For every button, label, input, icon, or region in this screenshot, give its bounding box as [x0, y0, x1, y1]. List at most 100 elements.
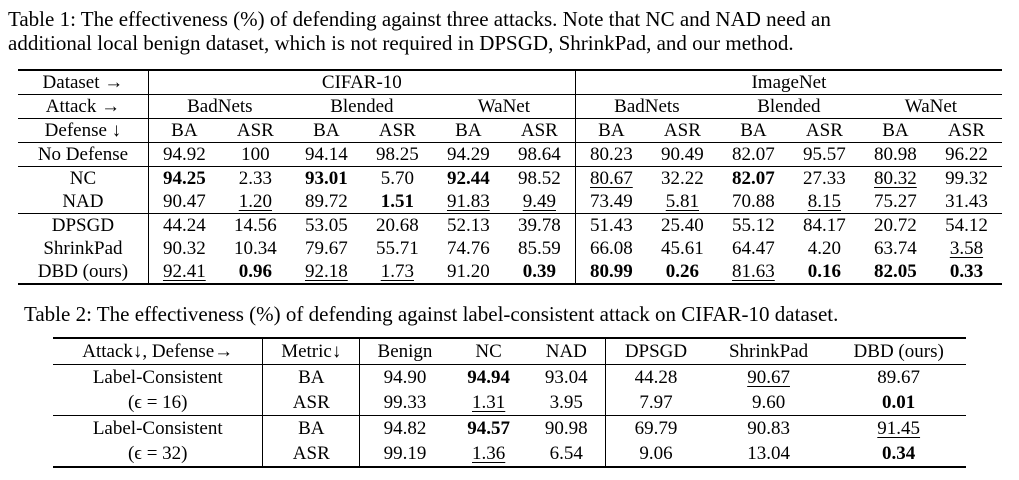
table1-cell-value: 2.33 [238, 168, 272, 189]
table1-cell-value: 94.29 [446, 144, 490, 165]
table1-cell: 45.61 [647, 237, 718, 260]
table1-cell-value: 1.51 [380, 191, 414, 212]
table2-header-row: Attack↓, Defense→ Metric↓ Benign NC NAD … [53, 338, 966, 365]
table1-cell: 54.12 [930, 213, 1002, 237]
table2-cell: 1.31 [450, 390, 528, 416]
table1-cell: 80.32 [859, 166, 931, 190]
table1-cell: 91.20 [433, 260, 504, 284]
table1-cell: 90.32 [148, 237, 220, 260]
table1-row: ShrinkPad 90.32 10.34 79.67 55.71 74.76 85.59 6… [18, 237, 1002, 260]
table2-cell: 93.04 [527, 364, 607, 390]
table2-row: Label-Consistent BA 94.90 94.94 93.04 44.28 90… [53, 364, 966, 390]
table1-cell: 82.07 [717, 142, 789, 167]
table1-cell-value: 95.57 [803, 144, 846, 165]
nad-header: NAD [527, 338, 607, 365]
table1-cell: 100 [219, 142, 291, 167]
table2-cell-value: 0.34 [882, 443, 916, 464]
table1-cell-value: 25.40 [661, 215, 704, 236]
table2-cell: 91.45 [831, 415, 966, 441]
dataset-label: Dataset → [18, 70, 149, 95]
table2-cell: 69.79 [605, 415, 706, 441]
table2-row: (ϵ = 32) ASR 99.19 1.36 6.54 9.06 13.04 0.34 [53, 441, 966, 467]
table2-cell-value: 9.60 [751, 392, 786, 413]
table1-caption: Table 1: The effectiveness (%) of defend… [8, 7, 831, 55]
table2-cell: 0.34 [831, 441, 966, 467]
table1-cell: 80.98 [859, 142, 931, 167]
table2-cell-value: 13.04 [747, 443, 790, 464]
table2-cell: 13.04 [706, 441, 832, 467]
table1-cell: 44.24 [148, 213, 220, 237]
defense-name: NAD [18, 190, 149, 214]
table1-cell-value: 75.27 [874, 191, 917, 212]
attack-param: (ϵ = 16) [53, 390, 264, 416]
table2-cell-value: 94.82 [383, 418, 427, 439]
table1-cell-value: 53.05 [304, 215, 348, 236]
table1-cell: 20.72 [859, 213, 931, 237]
table1-cell: 4.20 [789, 237, 860, 260]
table1-caption-line-1: Table 1: The effectiveness (%) of defend… [8, 7, 831, 31]
table1-cell-value: 92.44 [446, 168, 490, 189]
table1-cell-value: 31.43 [945, 191, 988, 212]
table1-cell-value: 100 [241, 144, 270, 165]
table1-cell: 27.33 [788, 166, 860, 190]
table2-cell: 0.01 [831, 390, 966, 416]
table1-cell-value: 20.68 [375, 215, 419, 236]
table2-cell-value: 99.19 [383, 443, 427, 464]
table1-cell: 9.49 [503, 190, 576, 214]
defense-name: NC [18, 166, 149, 190]
table1-attack-row: Attack → BadNets Blended WaNet BadNets B… [18, 94, 1002, 119]
table2-row: (ϵ = 16) ASR 99.33 1.31 3.95 7.97 9.60 0.01 [53, 390, 966, 416]
table1-cell: 90.47 [148, 190, 220, 214]
table2-cell-value: 99.33 [383, 392, 427, 413]
table1-cell-value: 8.15 [807, 191, 842, 212]
table1-caption-line-2: additional local benign dataset, which i… [8, 31, 794, 55]
metric-name: BA [262, 415, 361, 441]
table1-cell: 73.49 [575, 190, 647, 214]
metric-header: ASR [361, 118, 433, 143]
table1-cell-value: 92.18 [304, 261, 348, 282]
table1-cell-value: 90.32 [162, 238, 206, 259]
table1-row: DBD (ours) 92.41 0.96 92.18 1.73 91.20 0.39 80.… [18, 260, 1002, 284]
nc-header: NC [475, 341, 502, 362]
attack-header: BadNets [575, 94, 718, 119]
table1-cell: 98.25 [361, 142, 433, 167]
table2-cell-value: 93.04 [544, 367, 588, 388]
table1-cell-value: 91.83 [446, 191, 490, 212]
table1-cell: 89.72 [291, 190, 362, 214]
table1-cell-value: 52.13 [446, 215, 490, 236]
table1-cell-value: 98.25 [375, 144, 419, 165]
attack-name: Label-Consistent [53, 364, 264, 390]
table2-cell: 94.82 [359, 415, 450, 441]
table2-cell: 94.90 [359, 364, 450, 390]
metric-header: BA [148, 118, 220, 143]
table1-cell-value: 99.32 [945, 168, 988, 189]
table1-cell: 5.70 [361, 166, 433, 190]
table1-cell: 51.43 [575, 213, 647, 237]
table2-cell-value: 1.36 [472, 443, 506, 464]
table1-cell-value: 73.49 [590, 191, 633, 212]
table1-cell-value: 44.24 [162, 215, 206, 236]
table1-cell-value: 70.88 [732, 191, 775, 212]
table1-cell-value: 90.49 [661, 144, 704, 165]
table1-cell-value: 55.71 [375, 238, 419, 259]
table1-cell-value: 63.74 [874, 238, 917, 259]
table2-cell-value: 69.79 [634, 418, 678, 439]
table1-cell-value: 80.23 [590, 144, 633, 165]
table1-cell-value: 1.20 [238, 191, 272, 212]
attack-label: Attack → [18, 94, 149, 119]
table1-cell: 31.43 [931, 190, 1002, 214]
table1-cell: 39.78 [503, 213, 576, 237]
table1-cell: 98.64 [503, 142, 576, 167]
table2-cell: 9.06 [606, 441, 706, 467]
table1-cell-value: 5.81 [665, 191, 700, 212]
table1-cell-value: 27.33 [803, 168, 846, 189]
table1-row: No Defense 94.92 100 94.14 98.25 94.29 98.64 80… [18, 142, 1002, 167]
table1: Dataset → CIFAR-10 ImageNet Attack → Bad… [18, 69, 1002, 285]
table1-body: No Defense 94.92 100 94.14 98.25 94.29 98.64 80… [18, 142, 1002, 284]
table2-cell-value: 9.06 [639, 443, 673, 464]
table1-cell: 80.67 [575, 166, 647, 190]
table1-cell-value: 39.78 [517, 215, 561, 236]
table1-cell-value: 92.41 [162, 261, 206, 282]
attack-defense-header: Attack↓, Defense→ [53, 338, 264, 365]
table1-cell: 2.33 [219, 166, 291, 190]
